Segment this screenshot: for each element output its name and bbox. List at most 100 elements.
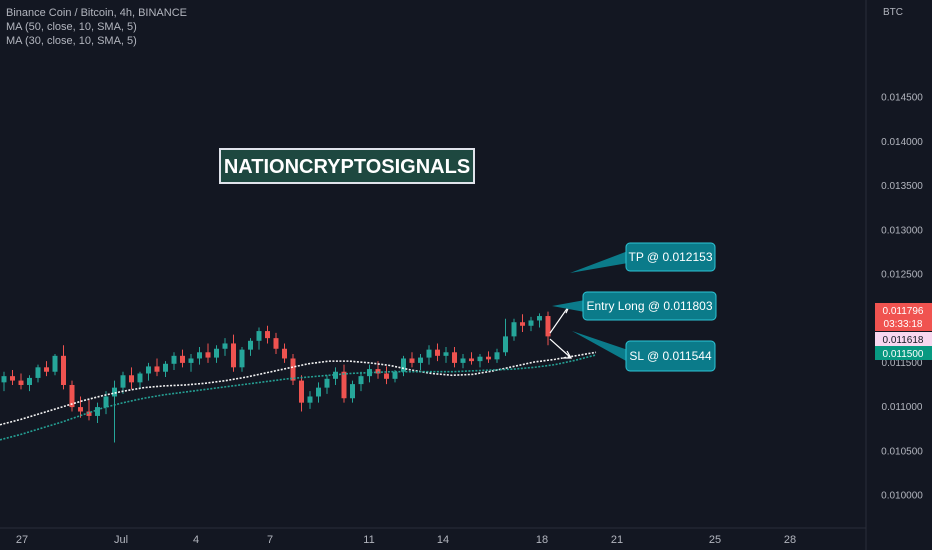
candle-body xyxy=(537,316,542,321)
candle-body xyxy=(409,358,415,363)
candle-body xyxy=(503,336,508,353)
candle-body xyxy=(231,343,236,368)
candle-body xyxy=(61,355,66,385)
candle-body xyxy=(333,371,338,379)
candle-body xyxy=(52,355,58,372)
x-tick-label: 28 xyxy=(784,534,796,546)
last-price-tag xyxy=(875,303,932,331)
countdown-timer: 03:33:18 xyxy=(884,319,923,330)
y-tick-label: 0.011000 xyxy=(882,402,923,413)
x-tick-label: 4 xyxy=(193,534,199,546)
candle-body xyxy=(205,352,211,358)
entry-callout-pointer xyxy=(552,300,585,312)
candle-body xyxy=(44,367,49,372)
candle-body xyxy=(154,366,160,372)
candle-body xyxy=(18,380,24,385)
candle-body xyxy=(273,338,279,349)
x-tick-label: 27 xyxy=(16,534,28,546)
candle-body xyxy=(520,322,525,326)
tp-callout-box xyxy=(625,242,716,272)
indicator-ma-30[interactable]: MA (30, close, 10, SMA, 5) xyxy=(6,35,137,47)
candle-body xyxy=(358,376,364,385)
currency-label: BTC xyxy=(883,7,903,18)
y-tick-label: 0.013000 xyxy=(881,225,923,236)
chart-title: Binance Coin / Bitcoin, 4h, BINANCE xyxy=(6,7,187,19)
x-tick-label: Jul xyxy=(114,534,128,546)
candle-body xyxy=(367,369,372,377)
y-tick-label: 0.012500 xyxy=(881,270,923,281)
y-tick-label: 0.010000 xyxy=(881,490,923,501)
last-price-value: 0.011796 xyxy=(883,306,924,317)
candle-body xyxy=(528,320,534,326)
candle-body xyxy=(384,373,389,379)
candle-body xyxy=(460,358,466,363)
watermark-text: NATIONCRYPTOSIGNALS xyxy=(224,156,470,178)
candle-body xyxy=(27,377,32,385)
watermark-box xyxy=(219,148,475,184)
candle-body xyxy=(239,349,245,368)
candle-body xyxy=(350,384,355,399)
candle-body xyxy=(78,407,83,412)
candle-body xyxy=(129,375,134,383)
x-tick-label: 21 xyxy=(611,534,623,546)
candle-body xyxy=(375,369,381,374)
candle-body xyxy=(112,387,117,397)
x-tick-label: 7 xyxy=(267,534,273,546)
candle-body xyxy=(95,407,100,416)
candle-body xyxy=(469,358,474,362)
candle-body xyxy=(443,352,449,356)
candle-body xyxy=(256,331,262,341)
candle-body xyxy=(137,373,143,383)
sl-callout-pointer xyxy=(572,331,628,362)
candle-body xyxy=(197,352,202,359)
candle-body xyxy=(477,356,483,362)
candle-body xyxy=(401,358,406,372)
candle-body xyxy=(265,331,270,339)
candle-body xyxy=(494,352,500,360)
candle-body xyxy=(35,367,41,378)
ma-price-tag xyxy=(875,332,932,346)
candle-body xyxy=(545,316,551,337)
candle-body xyxy=(180,355,185,363)
ma-price-value: 0.011618 xyxy=(883,335,924,346)
candle-body xyxy=(10,376,15,381)
sl-callout-box xyxy=(625,340,716,372)
candle-body xyxy=(299,380,304,403)
candle-body xyxy=(307,396,313,403)
indicator-ma-50[interactable]: MA (50, close, 10, SMA, 5) xyxy=(6,21,137,33)
candle-body xyxy=(452,352,457,363)
entry-callout-label: Entry Long @ 0.011803 xyxy=(586,299,712,313)
candle-body xyxy=(146,366,151,374)
candle-body xyxy=(290,358,296,381)
tp-arrow xyxy=(549,306,569,334)
y-tick-label: 0.014000 xyxy=(881,137,923,148)
candle-body xyxy=(392,371,398,379)
candle-body xyxy=(222,343,228,349)
y-tick-label: 0.014500 xyxy=(881,93,923,104)
candle-body xyxy=(341,371,347,399)
candle-body xyxy=(324,378,330,388)
candle-body xyxy=(120,375,126,388)
y-tick-label: 0.010500 xyxy=(881,446,923,457)
plot-area xyxy=(0,0,866,528)
candle-body xyxy=(435,349,440,356)
y-tick-label: 0.011500 xyxy=(882,358,923,369)
candle-body xyxy=(1,376,7,383)
candle-body xyxy=(86,411,92,416)
sl-callout-label: SL @ 0.011544 xyxy=(629,349,712,363)
candle-body xyxy=(418,357,423,363)
candle-body xyxy=(103,396,109,408)
sl-arrow xyxy=(549,338,571,358)
candle-body xyxy=(69,384,75,408)
ma2-price-tag xyxy=(875,346,932,360)
x-tick-label: 18 xyxy=(536,534,548,546)
candle-body xyxy=(486,356,491,360)
x-tick-label: 25 xyxy=(709,534,721,546)
ma2-price-value: 0.011500 xyxy=(883,349,924,360)
candle-body xyxy=(163,363,168,372)
sl-arrowhead xyxy=(563,350,573,359)
candle-body xyxy=(282,348,287,359)
candle-body xyxy=(188,358,194,363)
